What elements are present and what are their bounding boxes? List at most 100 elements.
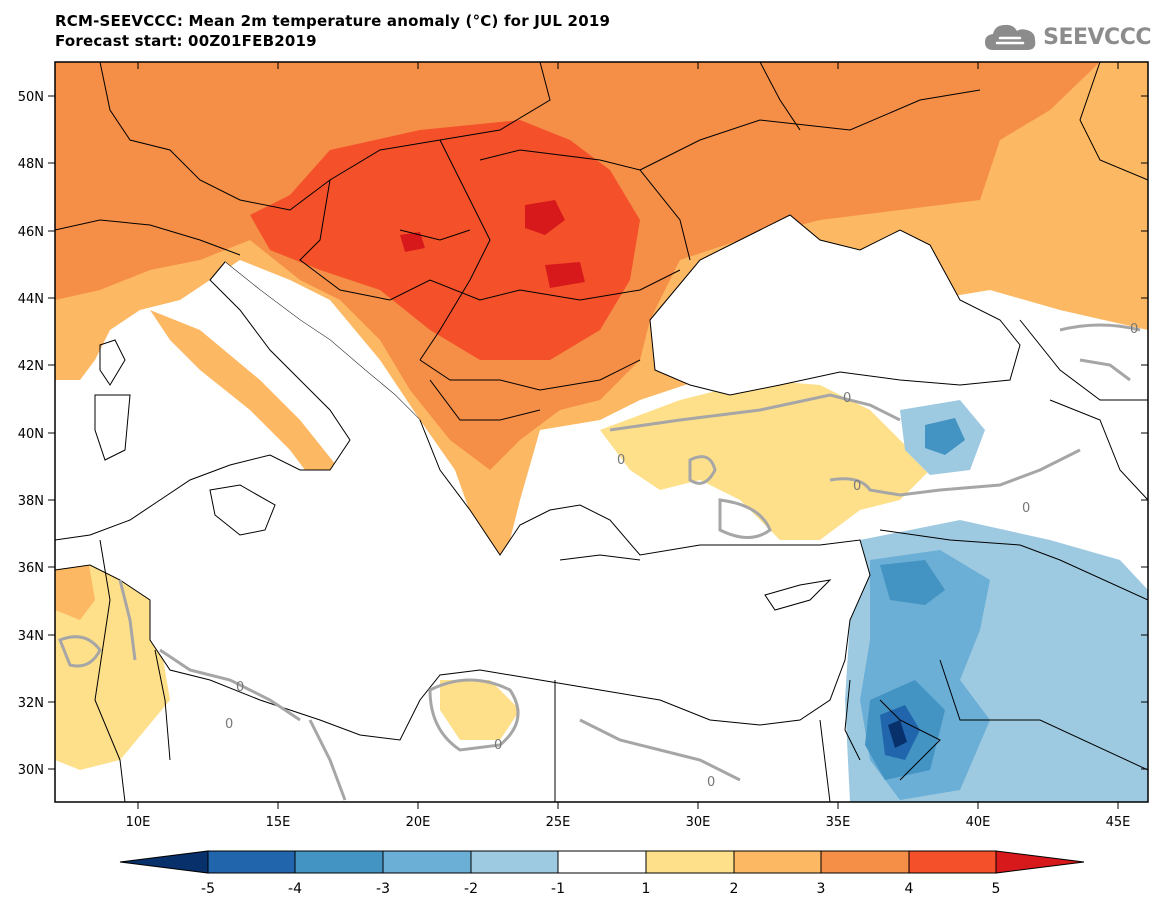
border-line: [94, 394, 131, 461]
anomaly-region-warm-3: [250, 120, 640, 360]
lon-label: 30E: [686, 815, 711, 830]
border-line: [94, 539, 126, 802]
zero-contour-line: [428, 678, 520, 752]
colorbar-segment: [645, 850, 735, 874]
anomaly-region-cool-east-turkey-core: [925, 418, 965, 455]
colorbar-label: 2: [730, 881, 739, 897]
contour-label: 0: [494, 738, 502, 753]
contour-label: 0: [1022, 501, 1030, 516]
contour-label: 0: [617, 453, 625, 468]
colorbar-label: 4: [905, 881, 914, 897]
border-line: [299, 179, 681, 301]
border-line: [99, 339, 126, 386]
colorbar-label: -5: [201, 881, 215, 897]
lon-label: 20E: [406, 815, 431, 830]
country-borders: [55, 62, 1148, 802]
border-line: [419, 139, 491, 361]
contour-label: 0: [236, 680, 244, 695]
contour-label: 0: [853, 479, 861, 494]
zero-contour-line: [308, 719, 347, 801]
zero-contour-line: [1079, 358, 1131, 382]
colorbar-segment: [207, 850, 296, 874]
lat-label: 32N: [18, 696, 44, 711]
longitude-axis: 10E 15E 20E 25E 30E 35E 40E 45E: [126, 62, 1131, 830]
anomaly-region-warm-russia: [940, 230, 1130, 300]
colorbar-segment: [908, 850, 997, 874]
colorbar-segment: [119, 850, 209, 874]
lon-tick: 30E: [686, 62, 711, 830]
lat-tick: 50N: [18, 90, 1148, 105]
lat-label: 34N: [18, 629, 44, 644]
zero-contours: [58, 323, 1141, 801]
lat-tick: 48N: [18, 157, 1148, 172]
lat-label: 40N: [18, 427, 44, 442]
lat-label: 42N: [18, 359, 44, 374]
lon-label: 10E: [126, 815, 151, 830]
lon-label: 35E: [826, 815, 851, 830]
lat-label: 50N: [18, 90, 44, 105]
border-line: [879, 699, 941, 781]
lat-label: 46N: [18, 225, 44, 240]
border-line: [764, 579, 832, 611]
zero-contour-line: [1059, 323, 1141, 332]
border-line: [559, 554, 641, 561]
contour-label: 0: [225, 717, 233, 732]
border-line: [1049, 399, 1148, 501]
logo-text: SEEVCCC: [1043, 24, 1151, 50]
border-line: [99, 62, 551, 211]
colorbar-segment: [733, 850, 822, 874]
zero-contour-line: [58, 635, 102, 668]
lat-tick: 42N: [18, 359, 1148, 374]
border-line: [759, 62, 801, 131]
lat-tick: 44N: [18, 292, 1148, 307]
seevccc-logo: SEEVCCC: [983, 20, 1151, 54]
anomaly-region-warm-1-italy: [150, 310, 350, 500]
adriatic-fill: [225, 262, 420, 425]
latitude-axis: 50N 48N 46N 44N 42N 40N 38N 36N 34N 32N …: [18, 90, 1148, 778]
colorbar-label: 5: [992, 881, 1001, 897]
lat-tick: 36N: [18, 561, 1148, 576]
border-line: [479, 149, 691, 261]
border-line: [399, 229, 471, 241]
contour-label: 0: [1130, 322, 1138, 337]
lat-tick: 34N: [18, 629, 1148, 644]
border-line: [429, 379, 541, 421]
lon-tick: 35E: [826, 62, 851, 830]
border-line: [154, 649, 171, 761]
border-line: [209, 484, 276, 536]
colorbar-label: 3: [817, 881, 826, 897]
colorbar-label: -2: [464, 881, 478, 897]
lon-label: 45E: [1106, 815, 1131, 830]
border-line: [939, 659, 1148, 771]
colorbar-label: -1: [551, 881, 565, 897]
anomaly-region-warm-4: [400, 200, 585, 288]
border-line: [1079, 62, 1148, 181]
zero-contour-line: [829, 448, 1081, 497]
colorbar-segment: [995, 850, 1085, 874]
lat-label: 38N: [18, 494, 44, 509]
zero-contour-line: [579, 718, 741, 782]
contour-label: 0: [707, 775, 715, 790]
colorbar-segment: [382, 850, 472, 874]
map-frame: [54, 61, 1149, 803]
border-line: [844, 679, 861, 761]
zero-contour-line: [718, 498, 772, 539]
colorbar-label: -4: [288, 881, 302, 897]
zero-contour-line: [609, 393, 901, 432]
anomaly-field: [55, 62, 1148, 802]
lon-tick: 25E: [546, 62, 570, 830]
lat-label: 36N: [18, 561, 44, 576]
lat-tick: 30N: [18, 763, 1148, 778]
forecast-start-label: Forecast start: 00Z01FEB2019: [55, 32, 317, 50]
lat-tick: 40N: [18, 427, 1148, 442]
colorbar-segment: [557, 850, 647, 874]
sea-mask: [55, 214, 1021, 741]
lon-label: 15E: [266, 815, 291, 830]
border-line: [419, 359, 641, 391]
map-title: RCM-SEEVCCC: Mean 2m temperature anomaly…: [55, 12, 611, 30]
zero-contour-line: [159, 648, 301, 722]
lat-tick: 38N: [18, 494, 1148, 509]
lon-tick: 40E: [966, 62, 990, 830]
border-line: [639, 89, 981, 171]
